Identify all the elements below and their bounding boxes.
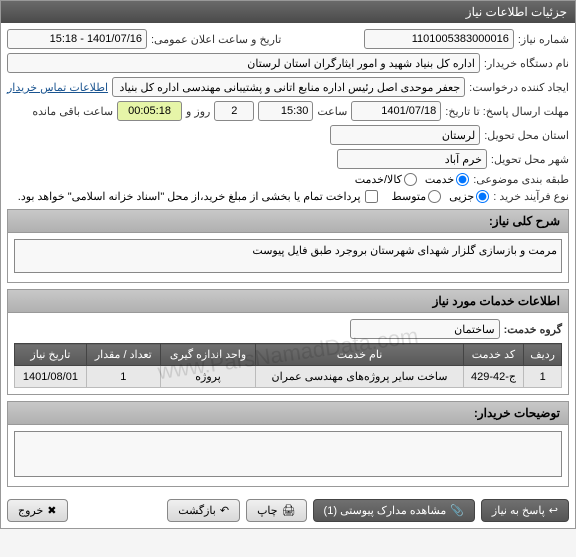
buyer-notes-body xyxy=(7,425,569,487)
radio-small-input[interactable] xyxy=(476,190,489,203)
desc-textarea[interactable] xyxy=(14,239,562,273)
desc-body xyxy=(7,233,569,283)
announce-datetime-field[interactable] xyxy=(7,29,147,49)
days-label: روز و xyxy=(186,105,210,118)
need-number-field[interactable] xyxy=(364,29,514,49)
announce-datetime-label: تاریخ و ساعت اعلان عمومی: xyxy=(151,33,281,46)
print-button[interactable]: 🖨 چاپ xyxy=(246,499,306,522)
td-unit: پروژه xyxy=(160,366,256,388)
treasury-checkbox[interactable]: پرداخت تمام یا بخشی از مبلغ خرید،از محل … xyxy=(18,190,378,203)
footer-buttons: ↩ پاسخ به نیاز 📎 مشاهده مدارک پیوستی (1)… xyxy=(1,493,575,528)
treasury-checkbox-input[interactable] xyxy=(365,190,378,203)
services-header: اطلاعات خدمات مورد نیاز xyxy=(7,289,569,313)
classification-label: طبقه بندی موضوعی: xyxy=(473,173,569,186)
window-title: جزئیات اطلاعات نیاز xyxy=(466,5,567,19)
th-code: کد خدمت xyxy=(463,344,524,366)
row-service-group: گروه خدمت: xyxy=(14,319,562,339)
row-city: شهر محل تحویل: xyxy=(7,149,569,169)
radio-goods[interactable]: کالا/خدمت xyxy=(355,173,417,186)
content-area: شماره نیاز: تاریخ و ساعت اعلان عمومی: نا… xyxy=(1,23,575,493)
th-date: تاریخ نیاز xyxy=(15,344,87,366)
td-name: ساخت سایر پروژه‌های مهندسی عمران xyxy=(256,366,463,388)
days-field[interactable] xyxy=(214,101,254,121)
td-row: 1 xyxy=(524,366,562,388)
radio-medium-input[interactable] xyxy=(428,190,441,203)
respond-button[interactable]: ↩ پاسخ به نیاز xyxy=(481,499,569,522)
province-field[interactable] xyxy=(330,125,480,145)
th-qty: تعداد / مقدار xyxy=(86,344,160,366)
radio-small-label: جزیی xyxy=(449,190,474,203)
classification-radios: خدمت کالا/خدمت xyxy=(355,173,469,186)
requester-label: ایجاد کننده درخواست: xyxy=(469,81,569,94)
buyer-notes-textarea[interactable] xyxy=(14,431,562,477)
time-label: ساعت xyxy=(317,105,347,118)
radio-service[interactable]: خدمت xyxy=(425,173,469,186)
reply-icon: ↩ xyxy=(549,504,558,517)
buyer-notes-header: توضیحات خریدار: xyxy=(7,401,569,425)
radio-medium-label: متوسط xyxy=(392,190,427,203)
contact-link[interactable]: اطلاعات تماس خریدار xyxy=(7,81,108,94)
row-province: استان محل تحویل: xyxy=(7,125,569,145)
exit-label: خروج xyxy=(18,504,43,517)
remaining-time-field[interactable] xyxy=(117,101,182,121)
services-body: گروه خدمت: ردیف کد خدمت نام خدمت واحد ان… xyxy=(7,313,569,395)
window-titlebar: جزئیات اطلاعات نیاز xyxy=(1,1,575,23)
province-label: استان محل تحویل: xyxy=(484,129,569,142)
td-code: ج-42-429 xyxy=(463,366,524,388)
print-icon: 🖨 xyxy=(282,504,296,517)
row-purchase-type: نوع فرآیند خرید : جزیی متوسط پرداخت تمام… xyxy=(7,190,569,203)
radio-medium[interactable]: متوسط xyxy=(392,190,442,203)
requester-field[interactable] xyxy=(112,77,465,97)
row-requester: ایجاد کننده درخواست: اطلاعات تماس خریدار xyxy=(7,77,569,97)
attachment-icon: 📎 xyxy=(450,504,464,517)
deadline-date-field[interactable] xyxy=(351,101,441,121)
row-deadline: مهلت ارسال پاسخ: تا تاریخ: ساعت روز و سا… xyxy=(7,101,569,121)
row-classification: طبقه بندی موضوعی: خدمت کالا/خدمت xyxy=(7,173,569,186)
radio-service-label: خدمت xyxy=(425,173,454,186)
respond-label: پاسخ به نیاز xyxy=(492,504,545,517)
city-label: شهر محل تحویل: xyxy=(491,153,569,166)
back-icon: ↶ xyxy=(220,504,229,517)
radio-goods-input[interactable] xyxy=(404,173,417,186)
need-number-label: شماره نیاز: xyxy=(518,33,569,46)
deadline-label: مهلت ارسال پاسخ: تا تاریخ: xyxy=(445,105,569,118)
buyer-org-label: نام دستگاه خریدار: xyxy=(484,57,569,70)
td-qty: 1 xyxy=(86,366,160,388)
attachments-button[interactable]: 📎 مشاهده مدارک پیوستی (1) xyxy=(313,499,475,522)
services-table: ردیف کد خدمت نام خدمت واحد اندازه گیری ت… xyxy=(14,343,562,388)
exit-icon: ✖ xyxy=(47,504,56,517)
service-group-field[interactable] xyxy=(350,319,500,339)
purchase-type-label: نوع فرآیند خرید : xyxy=(493,190,569,203)
th-unit: واحد اندازه گیری xyxy=(160,344,256,366)
row-need-number: شماره نیاز: تاریخ و ساعت اعلان عمومی: xyxy=(7,29,569,49)
radio-service-input[interactable] xyxy=(456,173,469,186)
deadline-time-field[interactable] xyxy=(258,101,313,121)
th-row: ردیف xyxy=(524,344,562,366)
th-name: نام خدمت xyxy=(256,344,463,366)
back-label: بازگشت xyxy=(178,504,216,517)
radio-small[interactable]: جزیی xyxy=(449,190,489,203)
service-group-label: گروه خدمت: xyxy=(504,323,562,336)
main-window: جزئیات اطلاعات نیاز شماره نیاز: تاریخ و … xyxy=(0,0,576,529)
back-button[interactable]: ↶ بازگشت xyxy=(167,499,240,522)
attachments-label: مشاهده مدارک پیوستی (1) xyxy=(324,504,447,517)
print-label: چاپ xyxy=(257,504,278,517)
desc-header: شرح کلی نیاز: xyxy=(7,209,569,233)
td-date: 1401/08/01 xyxy=(15,366,87,388)
purchase-type-radios: جزیی متوسط xyxy=(392,190,490,203)
remaining-label: ساعت باقی مانده xyxy=(32,105,113,118)
table-row[interactable]: 1 ج-42-429 ساخت سایر پروژه‌های مهندسی عم… xyxy=(15,366,562,388)
exit-button[interactable]: ✖ خروج xyxy=(7,499,68,522)
buyer-org-field[interactable] xyxy=(7,53,480,73)
row-buyer-org: نام دستگاه خریدار: xyxy=(7,53,569,73)
city-field[interactable] xyxy=(337,149,487,169)
radio-goods-label: کالا/خدمت xyxy=(355,173,402,186)
treasury-note: پرداخت تمام یا بخشی از مبلغ خرید،از محل … xyxy=(18,190,361,203)
table-header-row: ردیف کد خدمت نام خدمت واحد اندازه گیری ت… xyxy=(15,344,562,366)
